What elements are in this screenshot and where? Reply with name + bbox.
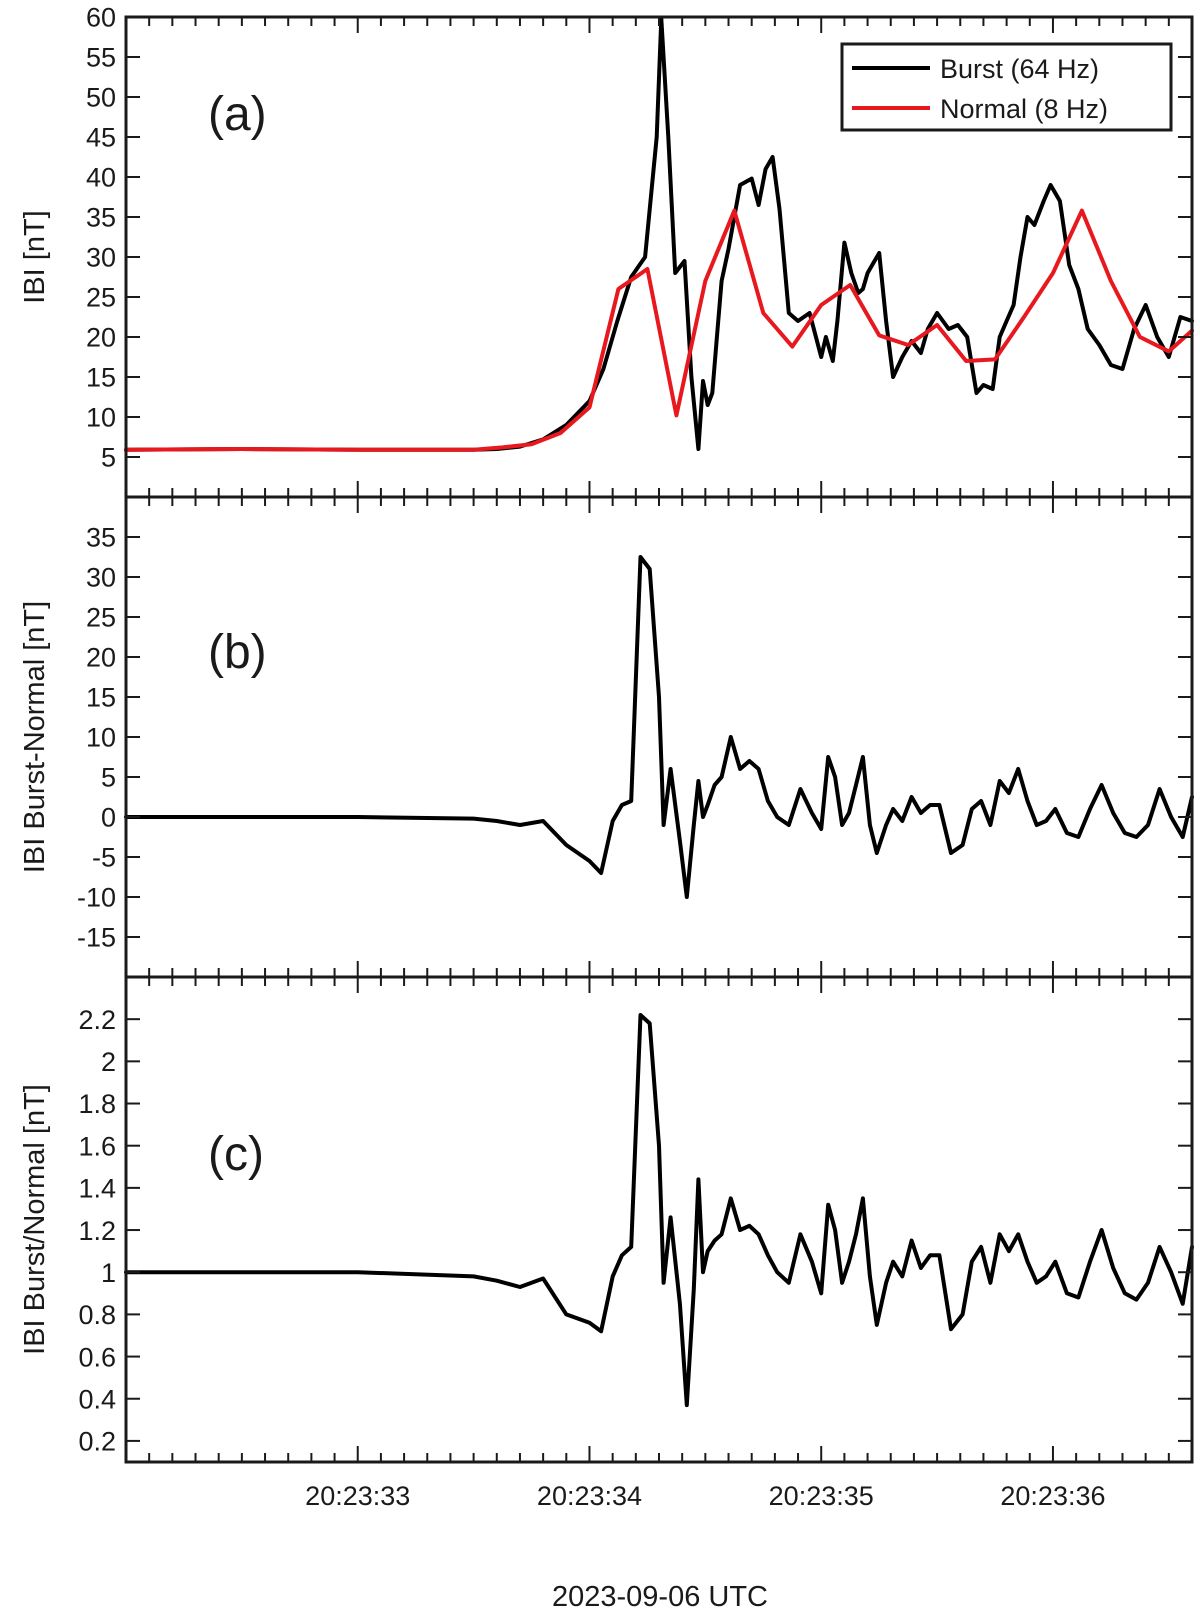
x-tick-label: 20:23:34 [537,1481,642,1511]
y-tick-label: 25 [86,283,116,313]
legend-entry-burst: Burst (64 Hz) [940,54,1099,84]
y-tick-label: -10 [77,883,116,913]
x-tick-label: 20:23:33 [305,1481,410,1511]
y-tick-label: 20 [86,323,116,353]
panel-a-ylabel: IBI [nT] [19,210,51,303]
legend-box [840,42,1173,132]
y-tick-label: 30 [86,563,116,593]
y-tick-label: 0 [101,803,116,833]
y-tick-label: 50 [86,83,116,113]
x-tick-label: 20:23:36 [1000,1481,1105,1511]
y-tick-label: 0.6 [78,1342,116,1372]
legend-entry-normal: Normal (8 Hz) [940,94,1108,124]
panel-c-ylabel: IBI Burst/Normal [nT] [19,1084,51,1355]
panel-c: 0.2 0.4 0.6 0.8 1 1.2 1.4 1.6 1.8 2 2.2 (c) IBI Bu… [19,975,1194,1464]
y-tick-label: 1.2 [78,1216,116,1246]
y-tick-label: 15 [86,683,116,713]
y-tick-label: 45 [86,123,116,153]
y-tick-label: 35 [86,523,116,553]
panel-b-ylabel: IBI Burst-Normal [nT] [19,601,51,873]
y-tick-label: 0.8 [78,1300,116,1330]
panel-a: 5 10 15 20 25 30 35 40 45 50 55 60 (a) IBI [nT] Bur… [19,3,1194,499]
y-tick-label: 5 [101,443,116,473]
series-line-burst-64-hz [124,16,1194,452]
y-tick-label: 10 [86,723,116,753]
series-line-panel-3 [124,1013,1194,1408]
y-tick-label: 15 [86,363,116,393]
y-tick-label: 0.2 [78,1427,116,1457]
series-line-panel-2 [124,555,1194,899]
y-tick-label: 25 [86,603,116,633]
series-line-normal-8-hz [124,208,1194,452]
y-tick-label: -15 [77,923,116,953]
y-tick-label: 30 [86,243,116,273]
y-tick-label: 5 [101,763,116,793]
panel-b-label: (b) [208,626,267,679]
x-tick-label: 20:23:35 [769,1481,874,1511]
y-tick-label: 10 [86,403,116,433]
panel-c-label: (c) [208,1128,264,1181]
y-tick-label: 0.4 [78,1384,116,1414]
y-tick-label: 1.4 [78,1174,116,1204]
y-tick-label: 35 [86,203,116,233]
panel-a-label: (a) [208,88,267,141]
y-tick-label: 40 [86,163,116,193]
panel-b: -15 -10 -5 0 5 10 15 20 25 30 35 (b) IBI Burst-Nor… [19,495,1194,979]
x-axis-label: 2023-09-06 UTC [552,1581,768,1613]
y-tick-label: 1.6 [78,1131,116,1161]
x-tick-labels: 20:23:33 20:23:34 20:23:35 20:23:36 [305,1481,1105,1511]
y-tick-label: -5 [92,843,116,873]
y-tick-label: 1 [101,1258,116,1288]
y-tick-label: 20 [86,643,116,673]
y-tick-label: 2.2 [78,1005,116,1035]
y-tick-label: 1.8 [78,1089,116,1119]
y-tick-label: 55 [86,43,116,73]
y-tick-label: 2 [101,1047,116,1077]
y-tick-label: 60 [86,3,116,33]
panel-c-frame [124,975,1194,1464]
legend: Burst (64 Hz) Normal (8 Hz) [840,42,1173,132]
